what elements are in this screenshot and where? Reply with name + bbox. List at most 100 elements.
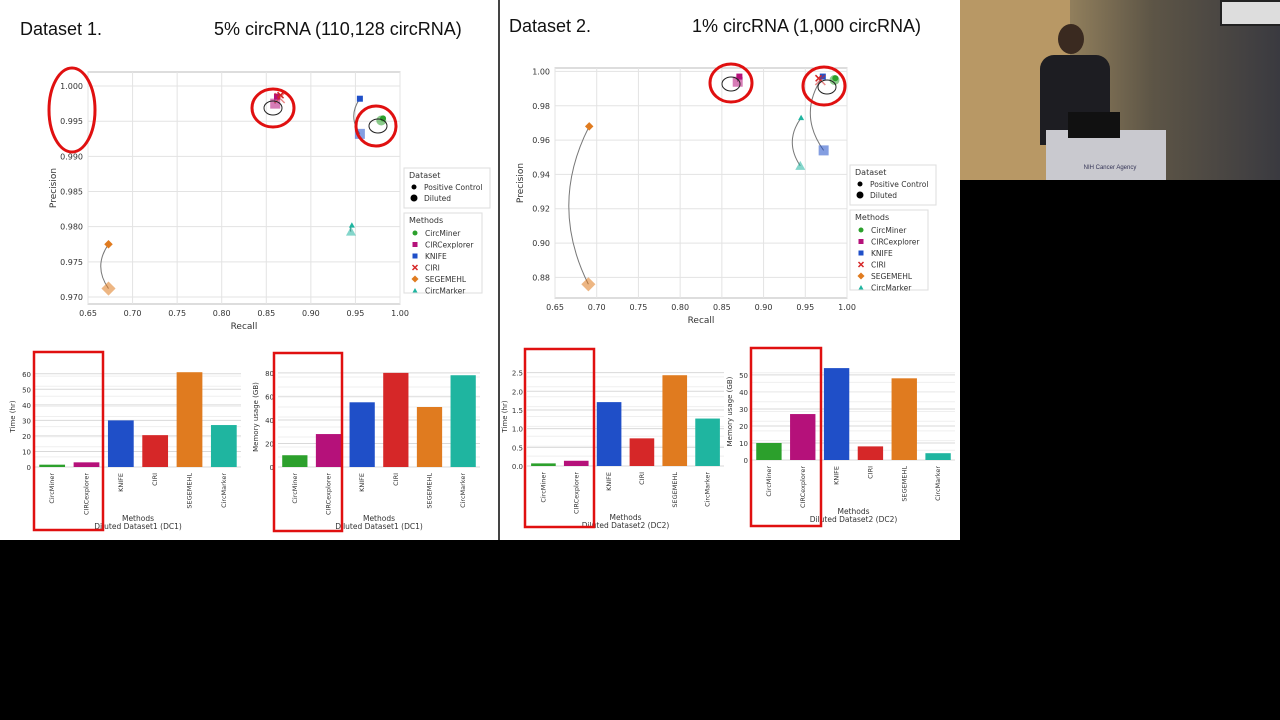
y-tick-label: 30 bbox=[739, 406, 748, 414]
diluted-group bbox=[354, 128, 365, 139]
x-tick-label: CIRI bbox=[392, 473, 400, 486]
legend-dataset-marker bbox=[856, 191, 864, 199]
legend-method-label: SEGEMEHL bbox=[871, 272, 913, 281]
y-tick-label: 10 bbox=[22, 448, 31, 456]
x-tick-label: 0.85 bbox=[257, 309, 275, 318]
y-tick-label: 1.00 bbox=[532, 67, 550, 76]
legend-marker-ciri bbox=[411, 264, 419, 271]
x-axis-label: Methods bbox=[122, 514, 154, 523]
legend-method-label: CIRCexplorer bbox=[871, 238, 920, 247]
y-tick-label: 10 bbox=[739, 440, 748, 448]
bar-knife bbox=[107, 420, 134, 467]
x-tick-label: CIRCexplorer bbox=[572, 472, 580, 514]
diluted-group bbox=[345, 226, 356, 236]
legend-marker-circmarker bbox=[858, 285, 864, 290]
highlight-ellipse bbox=[801, 65, 847, 107]
dataset2-subtitle: 1% circRNA (1,000 circRNA) bbox=[692, 16, 922, 36]
legend-method-label: SEGEMEHL bbox=[425, 275, 467, 284]
bar-circexplorer bbox=[73, 462, 100, 467]
x-tick-label: CIRI bbox=[638, 472, 646, 485]
y-tick-label: 0.0 bbox=[512, 463, 523, 471]
marker-diluted-knife bbox=[818, 145, 829, 156]
legend-method-label: CircMarker bbox=[425, 287, 466, 296]
x-tick-label: CIRI bbox=[866, 466, 874, 479]
highlight-box bbox=[272, 351, 344, 533]
x-tick-label: 0.80 bbox=[213, 309, 231, 318]
bar-chart-memory-dc2: 0 10 20 30 40 50 CircMiner CIRCexplorer KNIFE CIR… bbox=[726, 346, 955, 528]
bar-circminer bbox=[531, 463, 556, 466]
y-tick-label: 50 bbox=[739, 372, 748, 380]
y-tick-label: 0 bbox=[270, 464, 274, 472]
highlight-ellipse bbox=[354, 104, 398, 148]
y-tick-label: 0.975 bbox=[60, 258, 83, 267]
bar-chart-time-dc1: 0 10 20 30 40 50 60 CircMiner CIRCexplorer KNIFE C… bbox=[9, 350, 241, 532]
legend-dataset-label: Diluted bbox=[870, 191, 897, 200]
bar-segemehl bbox=[176, 372, 203, 467]
x-tick-label: 0.95 bbox=[796, 303, 814, 312]
legend-marker-segemehl bbox=[857, 272, 865, 280]
bar-circminer bbox=[282, 455, 308, 467]
y-tick-label: 30 bbox=[22, 417, 31, 425]
bar-circmarker bbox=[210, 425, 237, 467]
y-axis-label: Time (hr) bbox=[9, 400, 17, 433]
y-tick-label: 0.990 bbox=[60, 152, 83, 161]
bar-circminer bbox=[39, 464, 66, 467]
legend: Dataset Positive Control Diluted Methods Cir… bbox=[849, 164, 937, 293]
x-tick-label: 0.85 bbox=[713, 303, 731, 312]
y-tick-label: 2.5 bbox=[512, 370, 523, 378]
marker-diluted-circexplorer bbox=[732, 76, 743, 87]
y-tick-label: 2.0 bbox=[512, 388, 523, 396]
legend-dataset-label: Positive Control bbox=[870, 180, 928, 189]
y-tick-label: 20 bbox=[265, 440, 274, 448]
bar-chart-memory-dc1: 0 20 40 60 80 CircMiner CIRCexplorer KNIFE CIRI S… bbox=[252, 351, 480, 533]
legend-marker-ciri bbox=[857, 261, 865, 268]
legend-dataset-marker bbox=[857, 181, 863, 187]
legend-title: Dataset bbox=[855, 168, 886, 177]
bar-circminer bbox=[756, 442, 782, 460]
x-axis-label: Recall bbox=[231, 322, 258, 332]
legend-method-label: CIRI bbox=[425, 264, 440, 273]
x-tick-label: 0.75 bbox=[168, 309, 186, 318]
legend-method-label: CircMarker bbox=[871, 284, 912, 293]
marker-pc-ciri bbox=[277, 91, 285, 99]
x-axis-label: Methods bbox=[609, 513, 641, 522]
highlight-box bbox=[32, 350, 105, 532]
bar-circmarker bbox=[925, 453, 951, 460]
y-tick-label: 0.94 bbox=[532, 170, 550, 179]
highlight-ellipse bbox=[250, 87, 296, 129]
bar-circmarker bbox=[695, 418, 720, 466]
x-tick-label: SEGEMEHL bbox=[671, 472, 679, 508]
legend-marker-segemehl bbox=[411, 275, 419, 283]
bar-ciri bbox=[142, 435, 169, 467]
y-tick-label: 20 bbox=[22, 433, 31, 441]
annotation-ellipse bbox=[263, 100, 283, 116]
diluted-group bbox=[270, 98, 281, 109]
y-tick-label: 0.995 bbox=[60, 117, 83, 126]
x-axis-label: Recall bbox=[688, 316, 715, 326]
marker-diluted-circexplorer bbox=[270, 98, 281, 109]
y-tick-label: 0 bbox=[27, 464, 31, 472]
x-tick-label: CircMiner bbox=[539, 472, 547, 503]
marker-diluted-circmarker bbox=[345, 226, 356, 236]
x-tick-label: KNIFE bbox=[117, 473, 125, 492]
x-tick-label: 0.65 bbox=[546, 303, 564, 312]
marker-pc-circminer bbox=[832, 75, 839, 82]
bar-chart-time-dc2: 0.0 0.5 1.0 1.5 2.0 2.5 CircMiner CIRCexplorer K… bbox=[501, 347, 724, 530]
presentation-slide: Dataset 1. 5% circRNA (110,128 circRNA) … bbox=[0, 0, 960, 540]
highlight-box bbox=[523, 347, 596, 529]
x-tick-label: 0.75 bbox=[630, 303, 648, 312]
x-tick-label: CIRCexplorer bbox=[325, 473, 333, 515]
highlight-box bbox=[749, 346, 823, 528]
x-tick-label: CIRCexplorer bbox=[799, 466, 807, 508]
legend-method-label: CIRCexplorer bbox=[425, 241, 474, 250]
y-tick-label: 40 bbox=[739, 389, 748, 397]
legend-dataset-marker bbox=[411, 184, 417, 190]
x-tick-label: CIRCexplorer bbox=[83, 473, 91, 515]
marker-diluted-segemehl bbox=[101, 281, 116, 296]
marker-pc-knife bbox=[356, 95, 363, 102]
x-tick-label: 1.00 bbox=[391, 309, 409, 318]
diluted-group bbox=[101, 281, 116, 296]
bar-ciri bbox=[629, 438, 655, 466]
diluted-group bbox=[795, 160, 806, 170]
y-tick-label: 50 bbox=[22, 386, 31, 394]
